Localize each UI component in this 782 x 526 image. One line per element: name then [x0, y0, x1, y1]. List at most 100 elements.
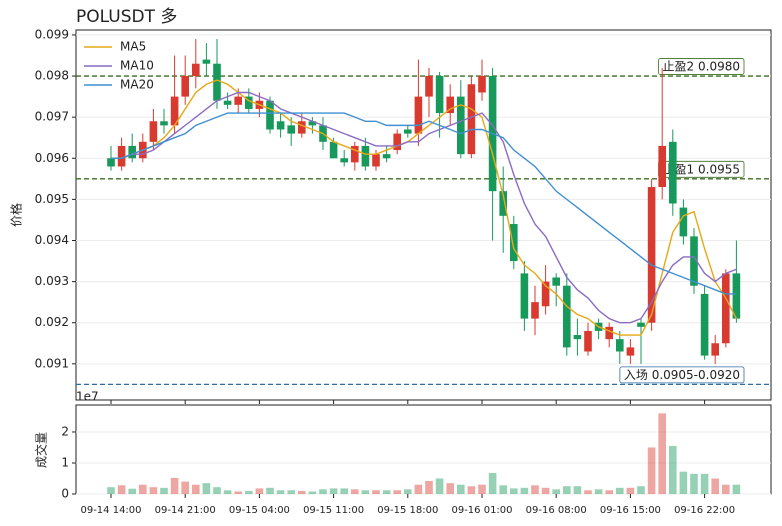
candle-body [467, 84, 476, 155]
candle-body [573, 335, 582, 340]
y-tick-label: 0.094 [35, 233, 69, 247]
y-tick-label: 0.091 [35, 356, 69, 370]
offset-label: 1e7 [76, 390, 99, 404]
volume-bar [160, 487, 168, 494]
candle-body [149, 121, 158, 142]
candle-body [160, 121, 168, 126]
candle-body [658, 145, 666, 188]
candle-body [340, 158, 348, 163]
candle-body [202, 59, 211, 64]
volume-bar [626, 487, 635, 494]
candle-body [711, 343, 719, 356]
legend-label: MA10 [120, 59, 154, 73]
volume-bar [722, 484, 730, 494]
candle-body [669, 141, 677, 204]
candle-body [329, 141, 338, 159]
volume-bar [520, 487, 529, 494]
legend-label: MA5 [120, 40, 146, 54]
level-label: 入场 0.0905-0.0920 [624, 368, 740, 382]
ma-line [111, 91, 737, 324]
volume-bar [425, 480, 433, 494]
volume-bar [117, 485, 126, 494]
candle-body [213, 63, 221, 101]
x-tick-label: 09-15 11:00 [303, 505, 364, 516]
candle-body [404, 129, 412, 134]
candle-body [647, 187, 656, 323]
candle-body [700, 293, 709, 356]
candle-body [690, 236, 698, 286]
candle-body [351, 145, 359, 163]
volume-bar [245, 490, 253, 494]
volume-bar [213, 487, 221, 494]
volume-bar [563, 486, 571, 494]
candle-body [425, 76, 433, 97]
volume-bar [202, 483, 211, 494]
y-tick-label: 2 [61, 424, 69, 438]
volume-bar [181, 481, 189, 494]
volume-bar [128, 488, 136, 494]
y-axis-label: 价格 [9, 203, 24, 227]
volume-bar [679, 471, 688, 494]
volume-bar [414, 484, 423, 494]
candle-body [563, 285, 571, 348]
volume-bar [329, 488, 338, 494]
chart-title: POLUSDT 多 [76, 7, 177, 27]
volume-bar [255, 488, 264, 494]
y-tick-label: 0.096 [35, 151, 69, 165]
volume-bar [446, 483, 454, 494]
volume-bar [573, 486, 582, 494]
volume-bar [223, 490, 232, 494]
volume-bar [467, 486, 476, 494]
y-tick-label: 0.095 [35, 192, 69, 206]
ma-line [111, 112, 737, 295]
volume-bar [340, 488, 348, 494]
volume-bar [170, 477, 179, 494]
candle-body [520, 273, 529, 319]
volume-bar [107, 487, 115, 494]
candle-body [414, 96, 423, 134]
volume-bar [298, 490, 306, 494]
candle-body [361, 145, 370, 167]
volume-frame [75, 404, 772, 495]
candle-body [510, 224, 518, 262]
volume-bar [510, 488, 518, 494]
candle-body [435, 76, 444, 114]
volume-bar [319, 489, 327, 494]
candle-body [531, 302, 539, 319]
candle-body [605, 326, 613, 340]
candle-body [223, 100, 232, 105]
volume-axis-label: 成交量 [34, 432, 49, 468]
x-tick-label: 09-16 22:00 [674, 505, 735, 516]
y-tick-label: 0.099 [35, 27, 69, 41]
y-tick-label: 0 [61, 487, 69, 501]
x-tick-label: 09-14 21:00 [155, 505, 216, 516]
candle-body [170, 96, 179, 126]
volume-bar [700, 473, 709, 494]
candle-body [679, 207, 688, 237]
y-tick-label: 0.097 [35, 110, 69, 124]
volume-bar [690, 473, 698, 494]
candle-body [287, 125, 295, 134]
candle-body [276, 121, 285, 130]
candle-body [457, 96, 465, 155]
volume-bar [382, 490, 391, 494]
volume-bar [531, 485, 539, 494]
level-label: 止盈1 0.0955 [663, 162, 740, 176]
volume-bar [287, 490, 295, 494]
volume-bar [488, 472, 497, 494]
candle-body [393, 133, 401, 151]
legend-label: MA20 [120, 78, 154, 92]
volume-bar [669, 445, 677, 494]
volume-bar [647, 447, 656, 494]
volume-bar [605, 490, 613, 494]
candle-body [308, 121, 317, 126]
volume-bar [732, 484, 741, 494]
volume-bar [499, 485, 507, 494]
candle-body [584, 330, 592, 352]
candle-body [637, 322, 645, 327]
x-tick-label: 09-15 18:00 [377, 505, 438, 516]
candle-body [478, 76, 486, 93]
volume-bar [276, 490, 285, 494]
x-tick-label: 09-16 08:00 [526, 505, 587, 516]
x-tick-label: 09-16 01:00 [451, 505, 512, 516]
